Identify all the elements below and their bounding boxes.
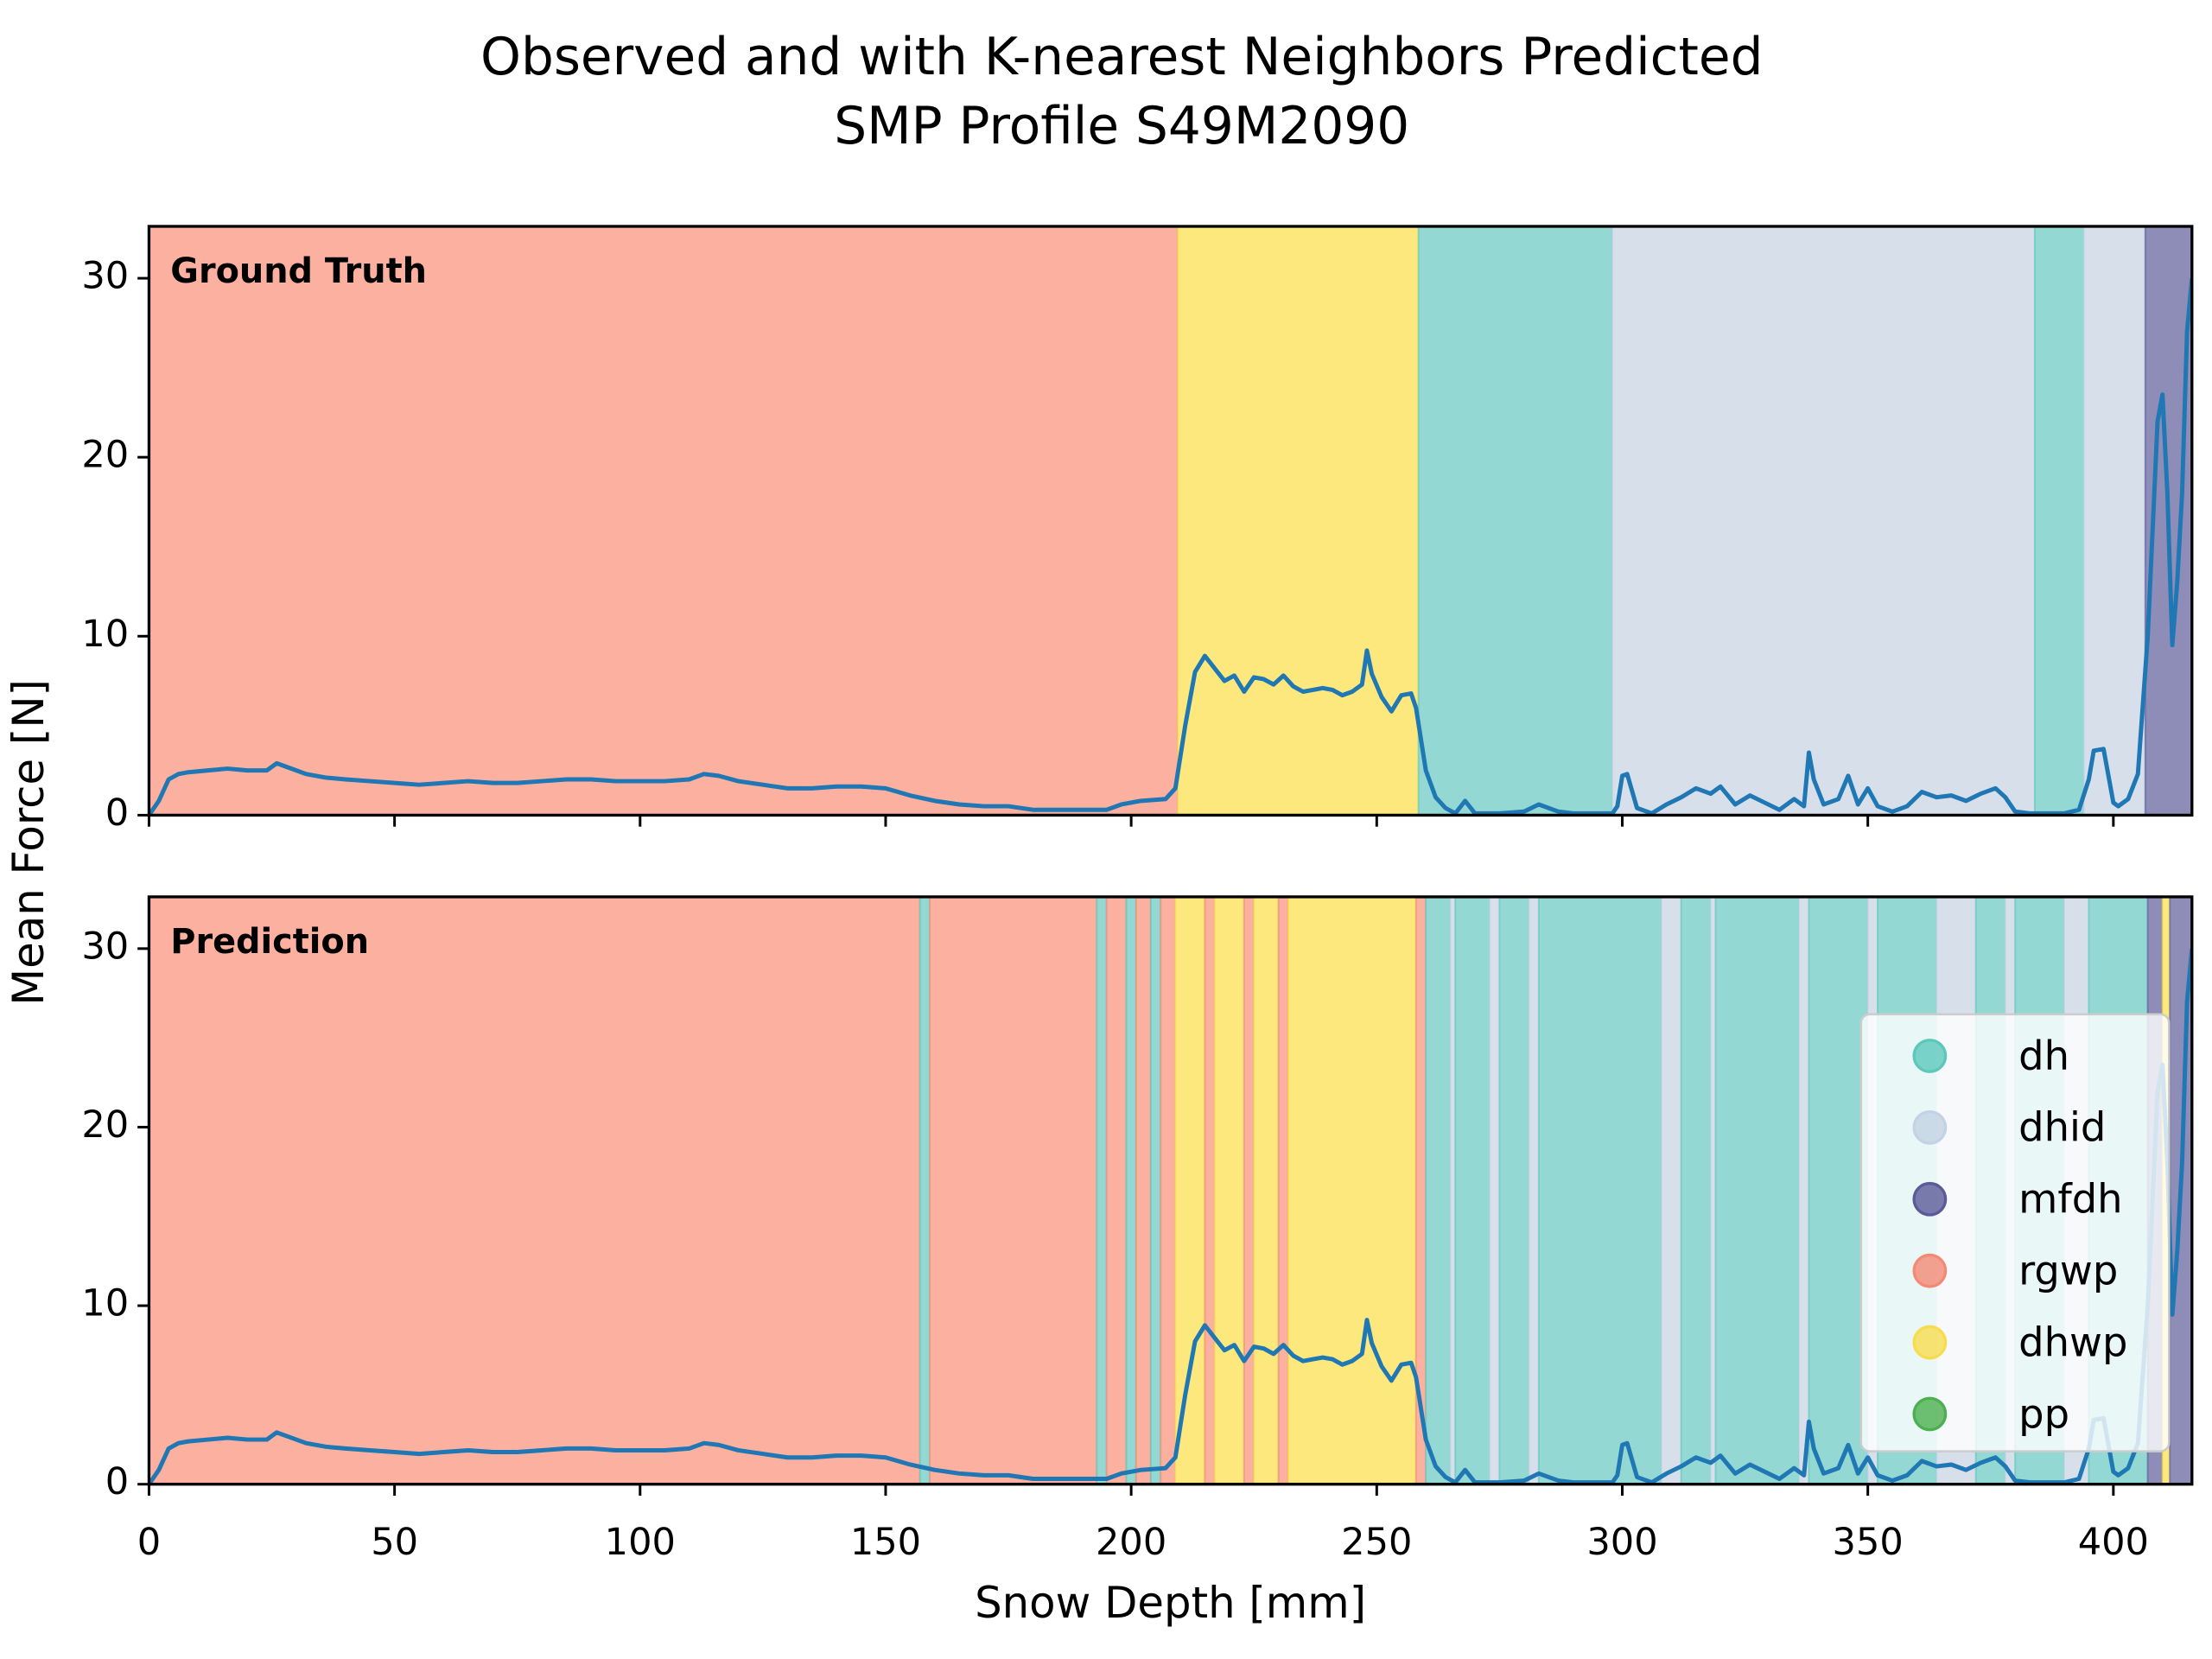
axes-frame: [147, 895, 2194, 1486]
y-tick-label: 10: [81, 613, 129, 656]
axes-frame: [147, 225, 2194, 817]
y-tick-label: 30: [81, 255, 129, 298]
legend-marker: [1912, 1181, 1948, 1217]
layer-band: [1660, 895, 1682, 1485]
layer-band: [1125, 895, 1137, 1485]
legend-label: dhid: [2018, 1104, 2106, 1151]
layer-band: [148, 225, 1179, 817]
layer-band: [1498, 895, 1530, 1485]
x-tick-label: 0: [137, 1521, 161, 1564]
layer-band: [1808, 895, 1869, 1485]
y-tick-label: 0: [105, 1460, 129, 1503]
layer-band: [1454, 895, 1491, 1485]
x-tick-label: 350: [1833, 1521, 1904, 1564]
y-tick-label: 20: [81, 1103, 129, 1147]
x-tick-label: 150: [850, 1521, 921, 1564]
layer-band: [1287, 895, 1417, 1485]
y-tick-label: 10: [81, 1282, 129, 1325]
x-tick-label: 50: [371, 1521, 418, 1564]
chart-title: Observed and with K-nearest Neighbors Pr…: [480, 28, 1763, 87]
layer-band: [1149, 895, 1162, 1485]
layer-band: [1537, 895, 1662, 1485]
layer-band: [1680, 895, 1712, 1485]
layer-band: [1135, 895, 1152, 1485]
layer-band: [1213, 895, 1245, 1485]
layer-band: [2082, 225, 2146, 817]
layer-band: [1425, 895, 1452, 1485]
layer-band: [1417, 225, 1614, 817]
legend-marker: [1912, 1109, 1948, 1145]
layer-band: [1528, 895, 1540, 1485]
layer-band: [1096, 895, 1108, 1485]
panel-label: Ground Truth: [170, 251, 427, 291]
y-tick-label: 0: [105, 791, 129, 835]
force-line: [149, 277, 2192, 816]
x-tick-label: 100: [605, 1521, 676, 1564]
x-axis-label: Snow Depth [mm]: [975, 1578, 1366, 1628]
layer-band: [1204, 895, 1216, 1485]
x-tick-label: 200: [1096, 1521, 1166, 1564]
legend-label: dh: [2018, 1033, 2069, 1079]
legend-label: mfdh: [2018, 1176, 2122, 1223]
layer-band: [2033, 225, 2085, 817]
layer-band: [1105, 895, 1128, 1485]
layer-band: [1174, 895, 1206, 1485]
panel-label: Prediction: [170, 922, 369, 962]
layer-band: [1714, 895, 1801, 1485]
layer-band: [1277, 895, 1290, 1485]
legend-label: rgwp: [2018, 1247, 2118, 1294]
legend-marker: [1912, 1325, 1948, 1360]
layer-band: [1243, 895, 1255, 1485]
chart-subtitle: SMP Profile S49M2090: [834, 97, 1409, 156]
x-tick-label: 400: [2078, 1521, 2149, 1564]
layer-band: [1611, 225, 2036, 817]
layer-band: [1253, 895, 1280, 1485]
legend-label: pp: [2018, 1390, 2069, 1437]
layer-band: [1798, 895, 1810, 1485]
legend-box: [1859, 1013, 2171, 1452]
legend-marker: [1912, 1039, 1948, 1073]
layer-band: [1177, 225, 1420, 817]
y-tick-label: 30: [81, 925, 129, 968]
y-tick-label: 20: [81, 434, 129, 477]
legend-marker: [1912, 1396, 1948, 1432]
layer-band: [918, 895, 931, 1485]
layer-band: [929, 895, 1098, 1485]
legend-marker: [1912, 1253, 1948, 1288]
layer-band: [148, 895, 921, 1485]
layer-band: [1160, 895, 1177, 1485]
layer-band: [1489, 895, 1501, 1485]
legend-label: dhwp: [2018, 1319, 2127, 1365]
x-tick-label: 300: [1586, 1521, 1657, 1564]
x-tick-label: 250: [1341, 1521, 1412, 1564]
force-line: [149, 948, 2192, 1484]
y-axis-label: Mean Force [N]: [3, 679, 54, 1006]
